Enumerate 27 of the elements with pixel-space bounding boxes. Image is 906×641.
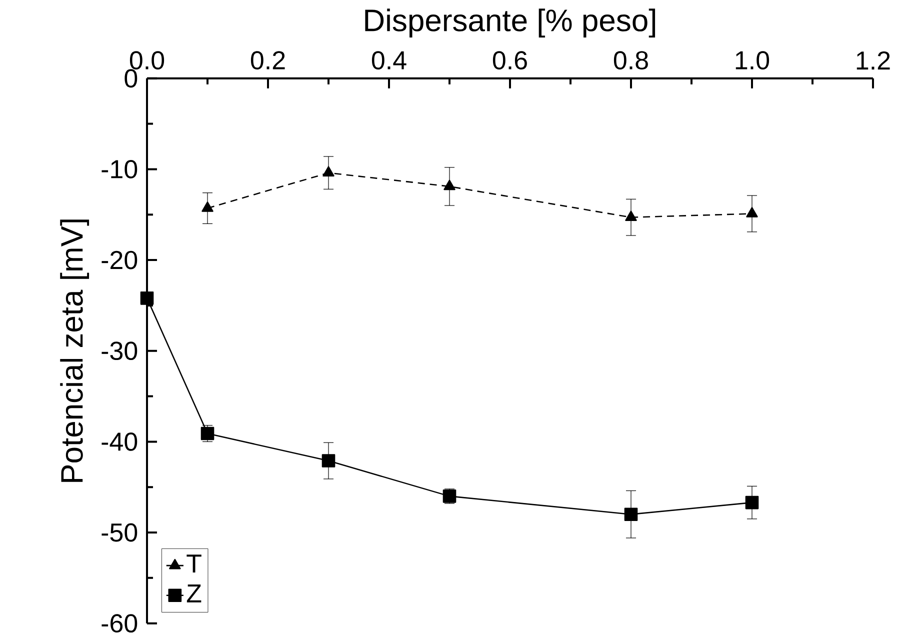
point — [322, 166, 334, 176]
x-tick-label: 0.2 — [250, 50, 285, 70]
x-axis-title: Dispersante [% peso] — [365, 8, 656, 38]
x-tick-label: 0.6 — [492, 50, 527, 70]
y-axis-title: Potencial zeta [mV] — [60, 219, 90, 482]
x-tick-label: 0.4 — [372, 50, 406, 70]
point — [202, 201, 214, 212]
point — [625, 210, 637, 221]
x-tick-label: 1.0 — [736, 50, 770, 70]
point — [322, 454, 336, 468]
y-tick-label: -30 — [102, 342, 138, 360]
point — [624, 508, 638, 521]
point — [746, 206, 758, 218]
point — [140, 291, 154, 305]
point — [745, 496, 759, 510]
y-tick-label: -20 — [102, 250, 138, 270]
x-tick-label: 0.0 — [130, 50, 164, 70]
y-tick-label: -10 — [102, 160, 138, 178]
point — [444, 180, 456, 190]
x-tick-label: 1.2 — [856, 51, 890, 70]
legend-label: T — [186, 554, 202, 572]
legend-label: Z — [186, 584, 202, 602]
y-tick-label: -50 — [102, 523, 138, 542]
y-tick-label: 0 — [124, 69, 138, 88]
y-tick-label: -60 — [102, 614, 138, 632]
x-tick-label: 0.8 — [614, 50, 648, 70]
y-tick-label: -40 — [102, 432, 138, 451]
